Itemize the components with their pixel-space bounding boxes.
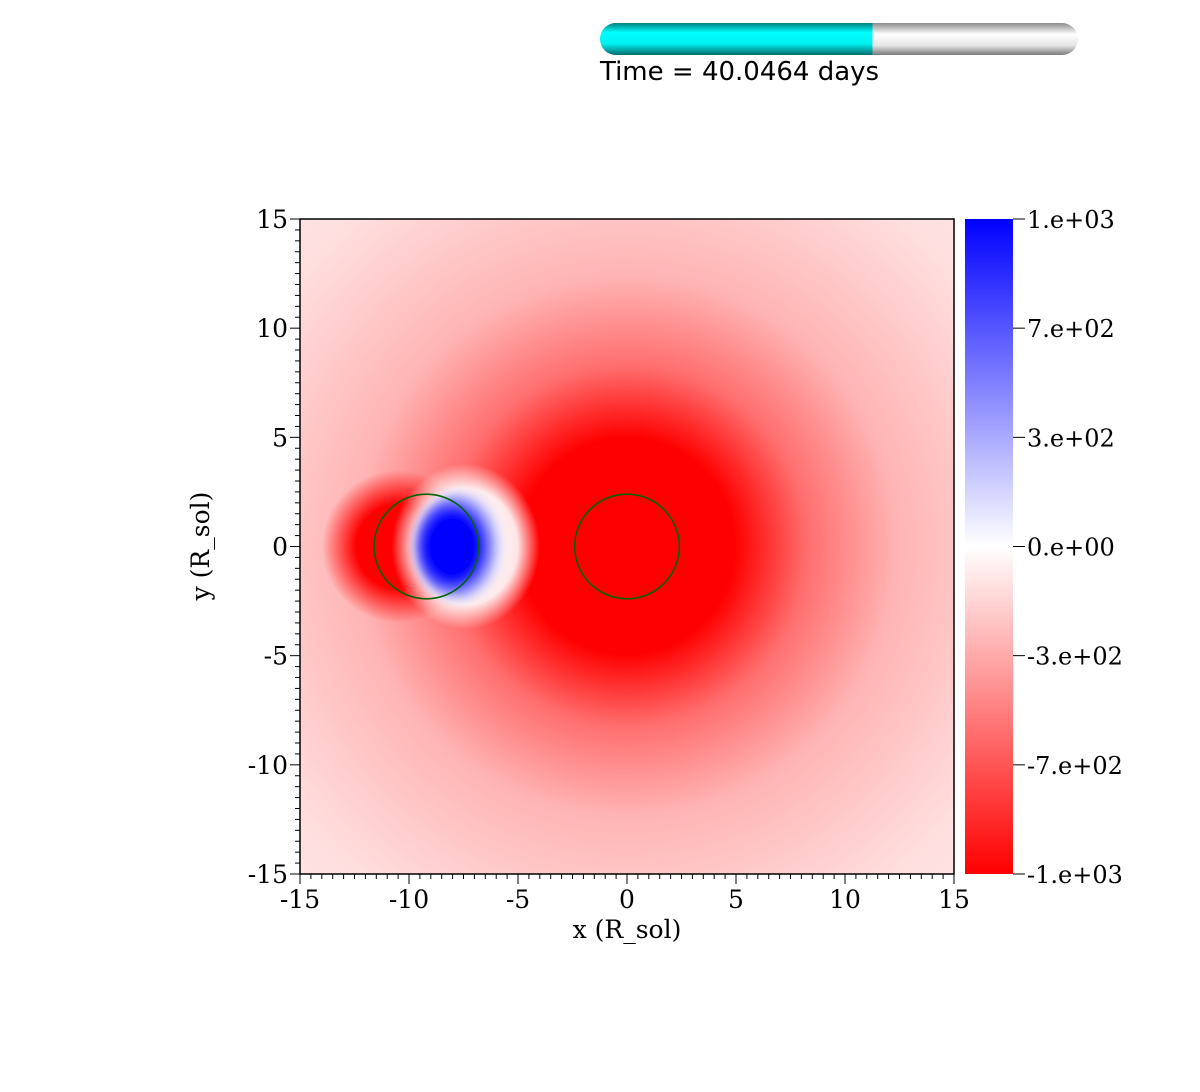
y-axis: 15 10 5 0 -5 -10 -15 xyxy=(248,205,300,889)
y-tick-label: -10 xyxy=(248,751,288,780)
time-progress-indicator: Time = 40.0464 days xyxy=(599,23,1078,87)
colorbar-tick-label: 0.e+00 xyxy=(1027,534,1115,562)
x-axis-label: x (R_sol) xyxy=(573,915,682,944)
x-tick-label: 0 xyxy=(619,885,635,914)
y-tick-label: 15 xyxy=(256,205,288,234)
colorbar-tick-label: 7.e+02 xyxy=(1027,315,1115,343)
x-tick-label: 5 xyxy=(728,885,744,914)
colorbar-ticks: 1.e+03 7.e+02 3.e+02 0.e+00 -3.e+02 -7.e+02 -1… xyxy=(1013,206,1123,889)
star-circle xyxy=(573,493,681,600)
x-tick-label: 10 xyxy=(829,885,861,914)
blue-lobe xyxy=(415,494,503,599)
colorbar-tick-label: -7.e+02 xyxy=(1027,752,1123,780)
y-tick-label: 5 xyxy=(272,423,288,452)
colorbar-tick-label: 3.e+02 xyxy=(1027,424,1115,452)
x-tick-label: -15 xyxy=(280,885,320,914)
heatmap-field xyxy=(300,219,954,874)
colorbar: 1.e+03 7.e+02 3.e+02 0.e+00 -3.e+02 -7.e+02 -1… xyxy=(965,206,1123,889)
y-tick-label: 10 xyxy=(256,314,288,343)
time-progress-fill xyxy=(600,23,873,55)
x-tick-label: -5 xyxy=(506,885,530,914)
time-label: Time = 40.0464 days xyxy=(599,57,879,87)
y-axis-label: y (R_sol) xyxy=(186,492,215,602)
colorbar-tick-label: -3.e+02 xyxy=(1027,643,1123,671)
star-circles xyxy=(373,493,681,600)
y-tick-label: 0 xyxy=(272,533,288,562)
x-tick-label: -10 xyxy=(389,885,429,914)
colorbar-tick-label: 1.e+03 xyxy=(1027,206,1115,234)
x-axis: -15 -10 -5 0 5 10 15 xyxy=(280,874,970,914)
star-circle xyxy=(373,493,480,600)
y-tick-label: -15 xyxy=(248,860,288,889)
colorbar-tick-label: -1.e+03 xyxy=(1027,861,1123,889)
y-tick-label: -5 xyxy=(264,642,288,671)
x-tick-label: 15 xyxy=(938,885,970,914)
colorbar-gradient xyxy=(965,219,1013,874)
